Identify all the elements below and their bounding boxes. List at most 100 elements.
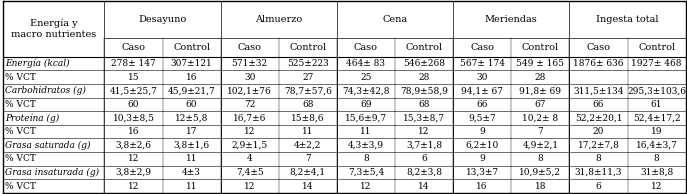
Text: 1927± 468: 1927± 468 xyxy=(631,59,682,68)
Text: 74,3±42,8: 74,3±42,8 xyxy=(342,86,390,95)
Text: 4±3: 4±3 xyxy=(182,168,201,177)
Text: 11: 11 xyxy=(360,127,372,136)
Text: Caso: Caso xyxy=(587,43,611,52)
Text: Carbohidratos (g): Carbohidratos (g) xyxy=(5,86,87,95)
Text: 16: 16 xyxy=(477,182,488,191)
Text: 7,4±5: 7,4±5 xyxy=(236,168,264,177)
Text: 567± 174: 567± 174 xyxy=(460,59,505,68)
Text: 8: 8 xyxy=(537,154,543,163)
Text: % VCT: % VCT xyxy=(5,154,36,163)
Text: Proteína (g): Proteína (g) xyxy=(5,113,60,123)
Text: 8: 8 xyxy=(654,154,660,163)
Text: 4,3±3,9: 4,3±3,9 xyxy=(348,141,384,150)
Text: 4,9±2,1: 4,9±2,1 xyxy=(522,141,559,150)
Text: Grasa saturada (g): Grasa saturada (g) xyxy=(5,141,91,150)
Text: Caso: Caso xyxy=(470,43,494,52)
Text: 4: 4 xyxy=(247,154,253,163)
Text: % VCT: % VCT xyxy=(5,127,36,136)
Text: 19: 19 xyxy=(651,127,662,136)
Text: 7: 7 xyxy=(537,127,543,136)
Text: 8,2±3,8: 8,2±3,8 xyxy=(406,168,442,177)
Text: 3,8±2,6: 3,8±2,6 xyxy=(115,141,151,150)
Text: 3,8±2,9: 3,8±2,9 xyxy=(115,168,151,177)
Text: Energía y
macro nutrientes: Energía y macro nutrientes xyxy=(11,19,97,39)
Text: 278± 147: 278± 147 xyxy=(111,59,156,68)
Text: 30: 30 xyxy=(244,73,256,82)
Text: 52,2±20,1: 52,2±20,1 xyxy=(575,113,622,123)
Text: Ingesta total: Ingesta total xyxy=(596,15,659,24)
Text: 68: 68 xyxy=(302,100,313,109)
Text: 52,4±17,2: 52,4±17,2 xyxy=(633,113,680,123)
Text: 311,5±134: 311,5±134 xyxy=(573,86,624,95)
Text: % VCT: % VCT xyxy=(5,182,36,191)
Text: 10,9±5,2: 10,9±5,2 xyxy=(519,168,561,177)
Text: 16,7±6: 16,7±6 xyxy=(233,113,267,123)
Text: 3,7±1,8: 3,7±1,8 xyxy=(406,141,442,150)
Text: 60: 60 xyxy=(185,100,197,109)
Text: 14: 14 xyxy=(418,182,430,191)
Text: 295,3±103,6: 295,3±103,6 xyxy=(627,86,686,95)
Text: 28: 28 xyxy=(418,73,430,82)
Text: 15,6±9,7: 15,6±9,7 xyxy=(345,113,387,123)
Text: 12: 12 xyxy=(418,127,430,136)
Text: 12: 12 xyxy=(244,127,256,136)
Text: 8: 8 xyxy=(363,154,369,163)
Text: 20: 20 xyxy=(593,127,604,136)
Text: 27: 27 xyxy=(302,73,313,82)
Text: 28: 28 xyxy=(534,73,546,82)
Text: 16: 16 xyxy=(185,73,197,82)
Text: 525±223: 525±223 xyxy=(287,59,328,68)
Text: 68: 68 xyxy=(418,100,430,109)
Text: 15±8,6: 15±8,6 xyxy=(291,113,324,123)
Text: 10,3±8,5: 10,3±8,5 xyxy=(113,113,155,123)
Text: 25: 25 xyxy=(360,73,372,82)
Text: 12: 12 xyxy=(128,182,139,191)
Text: 72: 72 xyxy=(244,100,256,109)
Text: 17: 17 xyxy=(185,127,197,136)
Text: 69: 69 xyxy=(360,100,372,109)
Text: 61: 61 xyxy=(651,100,662,109)
Text: 8,2±4,1: 8,2±4,1 xyxy=(290,168,326,177)
Text: 66: 66 xyxy=(477,100,488,109)
Text: 307±121: 307±121 xyxy=(170,59,212,68)
Text: 41,5±25,7: 41,5±25,7 xyxy=(109,86,157,95)
Text: % VCT: % VCT xyxy=(5,100,36,109)
Text: % VCT: % VCT xyxy=(5,73,36,82)
Text: 15: 15 xyxy=(128,73,139,82)
Text: 15,3±8,7: 15,3±8,7 xyxy=(403,113,445,123)
Text: Caso: Caso xyxy=(238,43,262,52)
Text: 571±32: 571±32 xyxy=(232,59,268,68)
Text: 11: 11 xyxy=(302,127,313,136)
Text: 464± 83: 464± 83 xyxy=(346,59,385,68)
Text: Control: Control xyxy=(638,43,675,52)
Text: 12: 12 xyxy=(360,182,372,191)
Text: 14: 14 xyxy=(302,182,313,191)
Text: 66: 66 xyxy=(593,100,604,109)
Text: Control: Control xyxy=(173,43,210,52)
Text: 3,8±1,6: 3,8±1,6 xyxy=(174,141,210,150)
Text: 6,2±10: 6,2±10 xyxy=(466,141,499,150)
Text: Desayuno: Desayuno xyxy=(138,15,187,24)
Text: 9: 9 xyxy=(480,154,485,163)
Text: 31±8,8: 31±8,8 xyxy=(640,168,673,177)
Text: 11: 11 xyxy=(185,154,197,163)
Text: 9: 9 xyxy=(480,127,485,136)
Text: 10,2± 8: 10,2± 8 xyxy=(522,113,559,123)
Text: 6: 6 xyxy=(421,154,427,163)
Text: 12: 12 xyxy=(128,154,139,163)
Text: 2,9±1,5: 2,9±1,5 xyxy=(232,141,268,150)
Text: 78,9±58,9: 78,9±58,9 xyxy=(400,86,448,95)
Text: 9,5±7: 9,5±7 xyxy=(469,113,496,123)
Text: 7,3±5,4: 7,3±5,4 xyxy=(348,168,384,177)
Text: 8: 8 xyxy=(596,154,601,163)
Text: 16,4±3,7: 16,4±3,7 xyxy=(635,141,677,150)
Text: 546±268: 546±268 xyxy=(403,59,445,68)
Text: 549 ± 165: 549 ± 165 xyxy=(517,59,564,68)
Text: Control: Control xyxy=(521,43,559,52)
Text: 78,7±57,6: 78,7±57,6 xyxy=(284,86,332,95)
Text: 67: 67 xyxy=(534,100,546,109)
Text: 16: 16 xyxy=(128,127,139,136)
Text: 6: 6 xyxy=(596,182,601,191)
Text: 30: 30 xyxy=(477,73,488,82)
Text: 94,1± 67: 94,1± 67 xyxy=(461,86,503,95)
